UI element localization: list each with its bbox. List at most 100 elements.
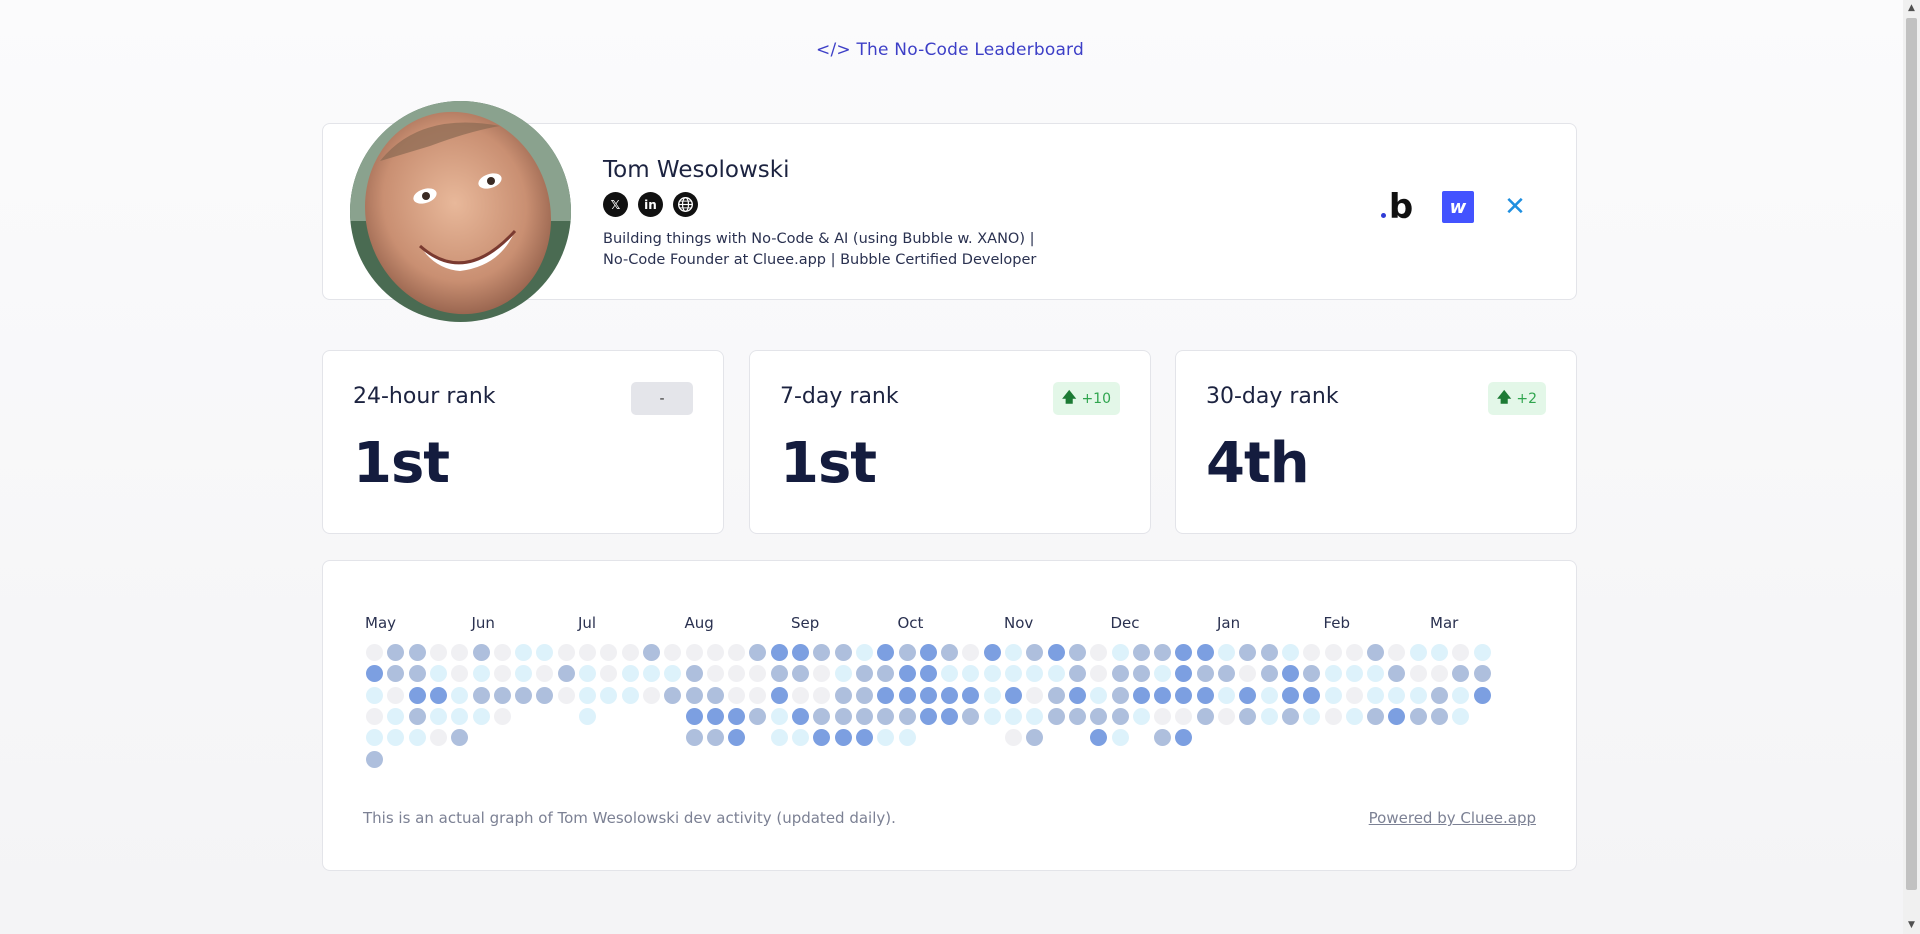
activity-dot xyxy=(706,686,724,704)
activity-dot xyxy=(600,644,618,661)
rank-label: 7-day rank xyxy=(780,384,899,409)
activity-dot xyxy=(1345,644,1363,661)
activity-dot xyxy=(366,665,383,683)
activity-dot xyxy=(1367,686,1385,704)
scroll-up-icon[interactable]: ▲ xyxy=(1908,3,1915,13)
activity-dot xyxy=(515,644,533,661)
activity-dot xyxy=(834,729,852,747)
webflow-logo: w xyxy=(1442,191,1474,223)
activity-dot xyxy=(1047,665,1065,683)
activity-dot xyxy=(387,707,405,725)
activity-dot xyxy=(1281,644,1299,661)
activity-dot xyxy=(1367,644,1385,661)
activity-dot xyxy=(898,644,916,661)
activity-dot xyxy=(1175,707,1193,725)
activity-dot xyxy=(557,644,575,661)
activity-dot xyxy=(813,729,831,747)
activity-dot xyxy=(983,686,1001,704)
scroll-down-icon[interactable]: ▼ xyxy=(1908,920,1915,930)
activity-dot xyxy=(536,644,554,661)
activity-dot xyxy=(429,644,447,661)
powered-by-link[interactable]: Powered by Cluee.app xyxy=(1368,809,1536,827)
activity-dot xyxy=(387,644,405,661)
activity-dot xyxy=(387,665,405,683)
rank-value: 1st xyxy=(353,431,450,496)
activity-dot xyxy=(472,665,490,683)
activity-dot xyxy=(366,686,383,704)
activity-dot xyxy=(366,644,383,661)
activity-dot xyxy=(387,686,405,704)
activity-dot xyxy=(770,644,788,661)
activity-dot xyxy=(1367,665,1385,683)
leaderboard-link[interactable]: </> The No-Code Leaderboard xyxy=(816,40,1084,60)
activity-dot xyxy=(1090,665,1108,683)
activity-dot xyxy=(1090,729,1108,747)
activity-dot xyxy=(941,686,959,704)
activity-dot xyxy=(1218,707,1235,725)
website-icon[interactable] xyxy=(673,192,698,217)
month-label: Dec xyxy=(1110,614,1140,632)
month-label: Jun xyxy=(471,614,495,632)
activity-dot xyxy=(1047,686,1065,704)
activity-dot xyxy=(1345,707,1363,725)
activity-dot xyxy=(1281,686,1299,704)
activity-dot xyxy=(1324,665,1342,683)
activity-dot xyxy=(1111,665,1129,683)
activity-dot xyxy=(1239,707,1257,725)
activity-dot xyxy=(1388,665,1406,683)
x-icon[interactable]: 𝕏 xyxy=(603,192,628,217)
activity-dot xyxy=(792,729,809,747)
activity-dot xyxy=(770,665,788,683)
activity-dot xyxy=(451,644,469,661)
activity-dot xyxy=(472,686,490,704)
activity-dot xyxy=(557,665,575,683)
activity-dot xyxy=(1111,686,1129,704)
activity-dot xyxy=(941,707,959,725)
activity-dot xyxy=(1260,644,1278,661)
activity-dot xyxy=(919,665,937,683)
activity-dot xyxy=(1090,707,1108,725)
activity-dot xyxy=(792,707,809,725)
activity-dot xyxy=(642,644,660,661)
activity-dot xyxy=(1175,686,1193,704)
activity-dot xyxy=(1111,707,1129,725)
linkedin-icon[interactable]: in xyxy=(638,192,663,217)
month-label: Oct xyxy=(897,614,924,632)
activity-dot xyxy=(451,686,469,704)
rank-change-badge: - xyxy=(631,382,693,415)
activity-dot xyxy=(770,686,788,704)
scrollbar[interactable]: ▲ ▼ xyxy=(1903,0,1920,934)
activity-dot xyxy=(1132,644,1150,661)
activity-dot xyxy=(877,686,895,704)
activity-dot xyxy=(685,707,703,725)
activity-dot xyxy=(1473,665,1491,683)
activity-dot xyxy=(1026,707,1044,725)
activity-dot xyxy=(855,686,873,704)
activity-dot xyxy=(685,686,703,704)
activity-dot xyxy=(1132,686,1150,704)
activity-dot xyxy=(1260,665,1278,683)
activity-dot xyxy=(664,644,682,661)
activity-dot xyxy=(941,665,959,683)
activity-dot xyxy=(472,644,490,661)
activity-dot xyxy=(1367,707,1385,725)
activity-dot xyxy=(1026,686,1044,704)
activity-dot xyxy=(664,665,682,683)
activity-dot xyxy=(706,707,724,725)
activity-dot xyxy=(366,729,383,747)
activity-dot xyxy=(408,644,426,661)
activity-dot xyxy=(813,665,831,683)
activity-dot xyxy=(451,665,469,683)
scroll-thumb[interactable] xyxy=(1906,18,1917,890)
activity-dot xyxy=(1303,707,1321,725)
activity-dot xyxy=(1473,644,1491,661)
activity-dot xyxy=(898,686,916,704)
activity-dot xyxy=(749,665,767,683)
activity-dot xyxy=(1218,644,1235,661)
activity-dot xyxy=(792,686,809,704)
activity-dot xyxy=(898,707,916,725)
activity-dot xyxy=(536,665,554,683)
activity-dot xyxy=(1281,707,1299,725)
activity-dot xyxy=(1388,707,1406,725)
rank-value: 1st xyxy=(780,431,877,496)
